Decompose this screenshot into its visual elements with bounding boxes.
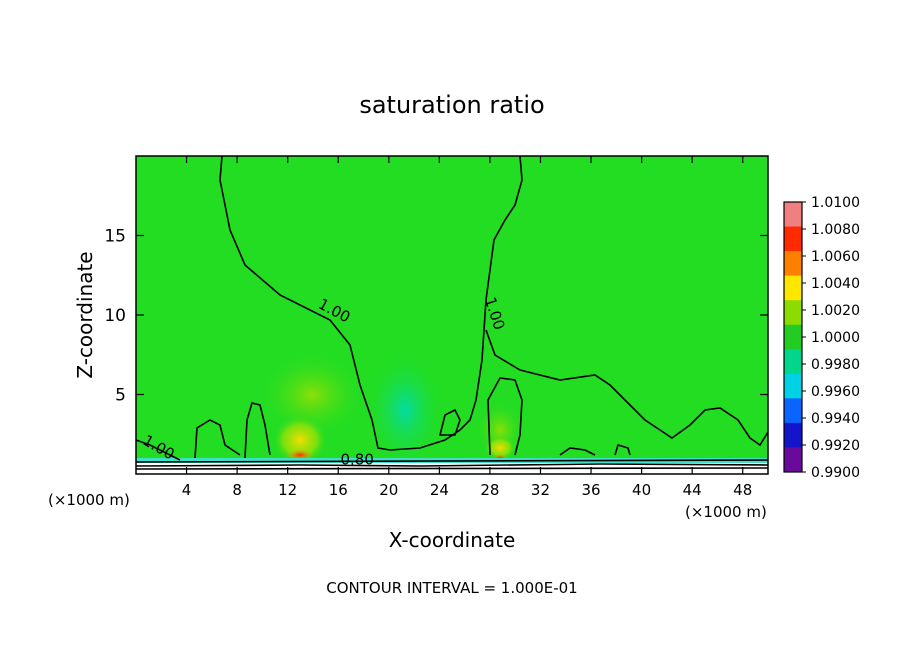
field-blob-lime-left <box>257 350 367 440</box>
contour-1.00-left-lobe <box>136 439 181 461</box>
colorbar-label: 0.9900 <box>811 465 860 481</box>
x-tick-label: 12 <box>278 481 297 499</box>
colorbar-label: 1.0060 <box>811 249 860 265</box>
y-axis: 5 10 15 <box>104 227 768 406</box>
colorbar-swatch <box>784 300 802 326</box>
x-tick-label: 20 <box>379 481 398 499</box>
x-tick-label: 40 <box>632 481 651 499</box>
x-axis-label: X-coordinate <box>389 528 516 552</box>
colorbar-swatch <box>784 447 802 473</box>
colorbar-swatch <box>784 251 802 277</box>
field-blob-cyan-center <box>365 350 445 470</box>
contour-1.00-small-2 <box>244 402 271 459</box>
x-tick-label: 16 <box>329 481 348 499</box>
chart-title: saturation ratio <box>359 91 544 119</box>
colorbar-label: 1.0000 <box>811 330 860 346</box>
x-tick-label: 24 <box>430 481 449 499</box>
contour-1.00-small-4 <box>487 377 523 456</box>
x-tick-label: 4 <box>182 481 192 499</box>
colorbar-label: 0.9960 <box>811 384 860 400</box>
colorbar-label: 0.9940 <box>811 411 860 427</box>
colorbar-label: 0.9920 <box>811 438 860 454</box>
colorbar-swatch <box>784 373 802 399</box>
contour-surface-1 <box>136 459 768 463</box>
field-blob-yellow-left <box>272 415 328 465</box>
x-tick-label: 32 <box>531 481 550 499</box>
colorbar-label: 0.9980 <box>811 357 860 373</box>
y-tick-label: 5 <box>115 386 126 406</box>
y-tick-label: 10 <box>104 306 126 326</box>
x-unit-left: (×1000 m) <box>48 491 130 509</box>
x-tick-label: 8 <box>232 481 242 499</box>
plot-area: 1.00 1.001.00 0.80 <box>136 156 768 474</box>
colorbar-swatch <box>784 324 802 350</box>
colorbar-label: 1.0040 <box>811 276 860 292</box>
x-tick-label: 48 <box>733 481 752 499</box>
contour-1.00-main <box>219 156 523 451</box>
colorbar-swatch <box>784 349 802 375</box>
field-blob-yellow-right <box>484 436 516 460</box>
colorbar-swatch <box>784 398 802 424</box>
colorbar-swatch <box>784 422 802 448</box>
contour-label: 0.80 <box>340 450 373 468</box>
x-tick-label: 44 <box>683 481 702 499</box>
contour-1.00-small-5 <box>559 447 596 456</box>
colorbar-label: 1.0020 <box>811 303 860 319</box>
colorbar-swatch <box>784 202 802 228</box>
colorbar-swatch <box>784 226 802 252</box>
colorbar: 1.0100 1.0080 1.0060 1.0040 1.0020 1.0000 0.99… <box>783 195 860 481</box>
contour-lines <box>136 156 768 470</box>
contour-1.00-small-3 <box>438 408 461 436</box>
y-tick-label: 15 <box>104 227 126 247</box>
colorbar-swatch <box>784 275 802 301</box>
colorbar-label: 1.0100 <box>811 195 860 211</box>
x-axis: 4 8 12 16 20 24 28 32 36 40 44 48 <box>182 156 752 499</box>
x-tick-label: 36 <box>581 481 600 499</box>
contour-1.00-small-1 <box>194 419 241 459</box>
contour-1.00-right-branch <box>485 329 768 447</box>
contour-surface-2 <box>136 463 768 467</box>
colorbar-label: 1.0080 <box>811 222 860 238</box>
contour-1.00-small-6 <box>614 444 631 456</box>
contour-surface-3 <box>136 467 768 470</box>
contour-interval-note: CONTOUR INTERVAL = 1.000E-01 <box>326 579 577 597</box>
field-background <box>136 156 768 474</box>
x-tick-label: 28 <box>480 481 499 499</box>
x-unit-right: (×1000 m) <box>685 503 767 521</box>
y-axis-label: Z-coordinate <box>73 251 97 378</box>
